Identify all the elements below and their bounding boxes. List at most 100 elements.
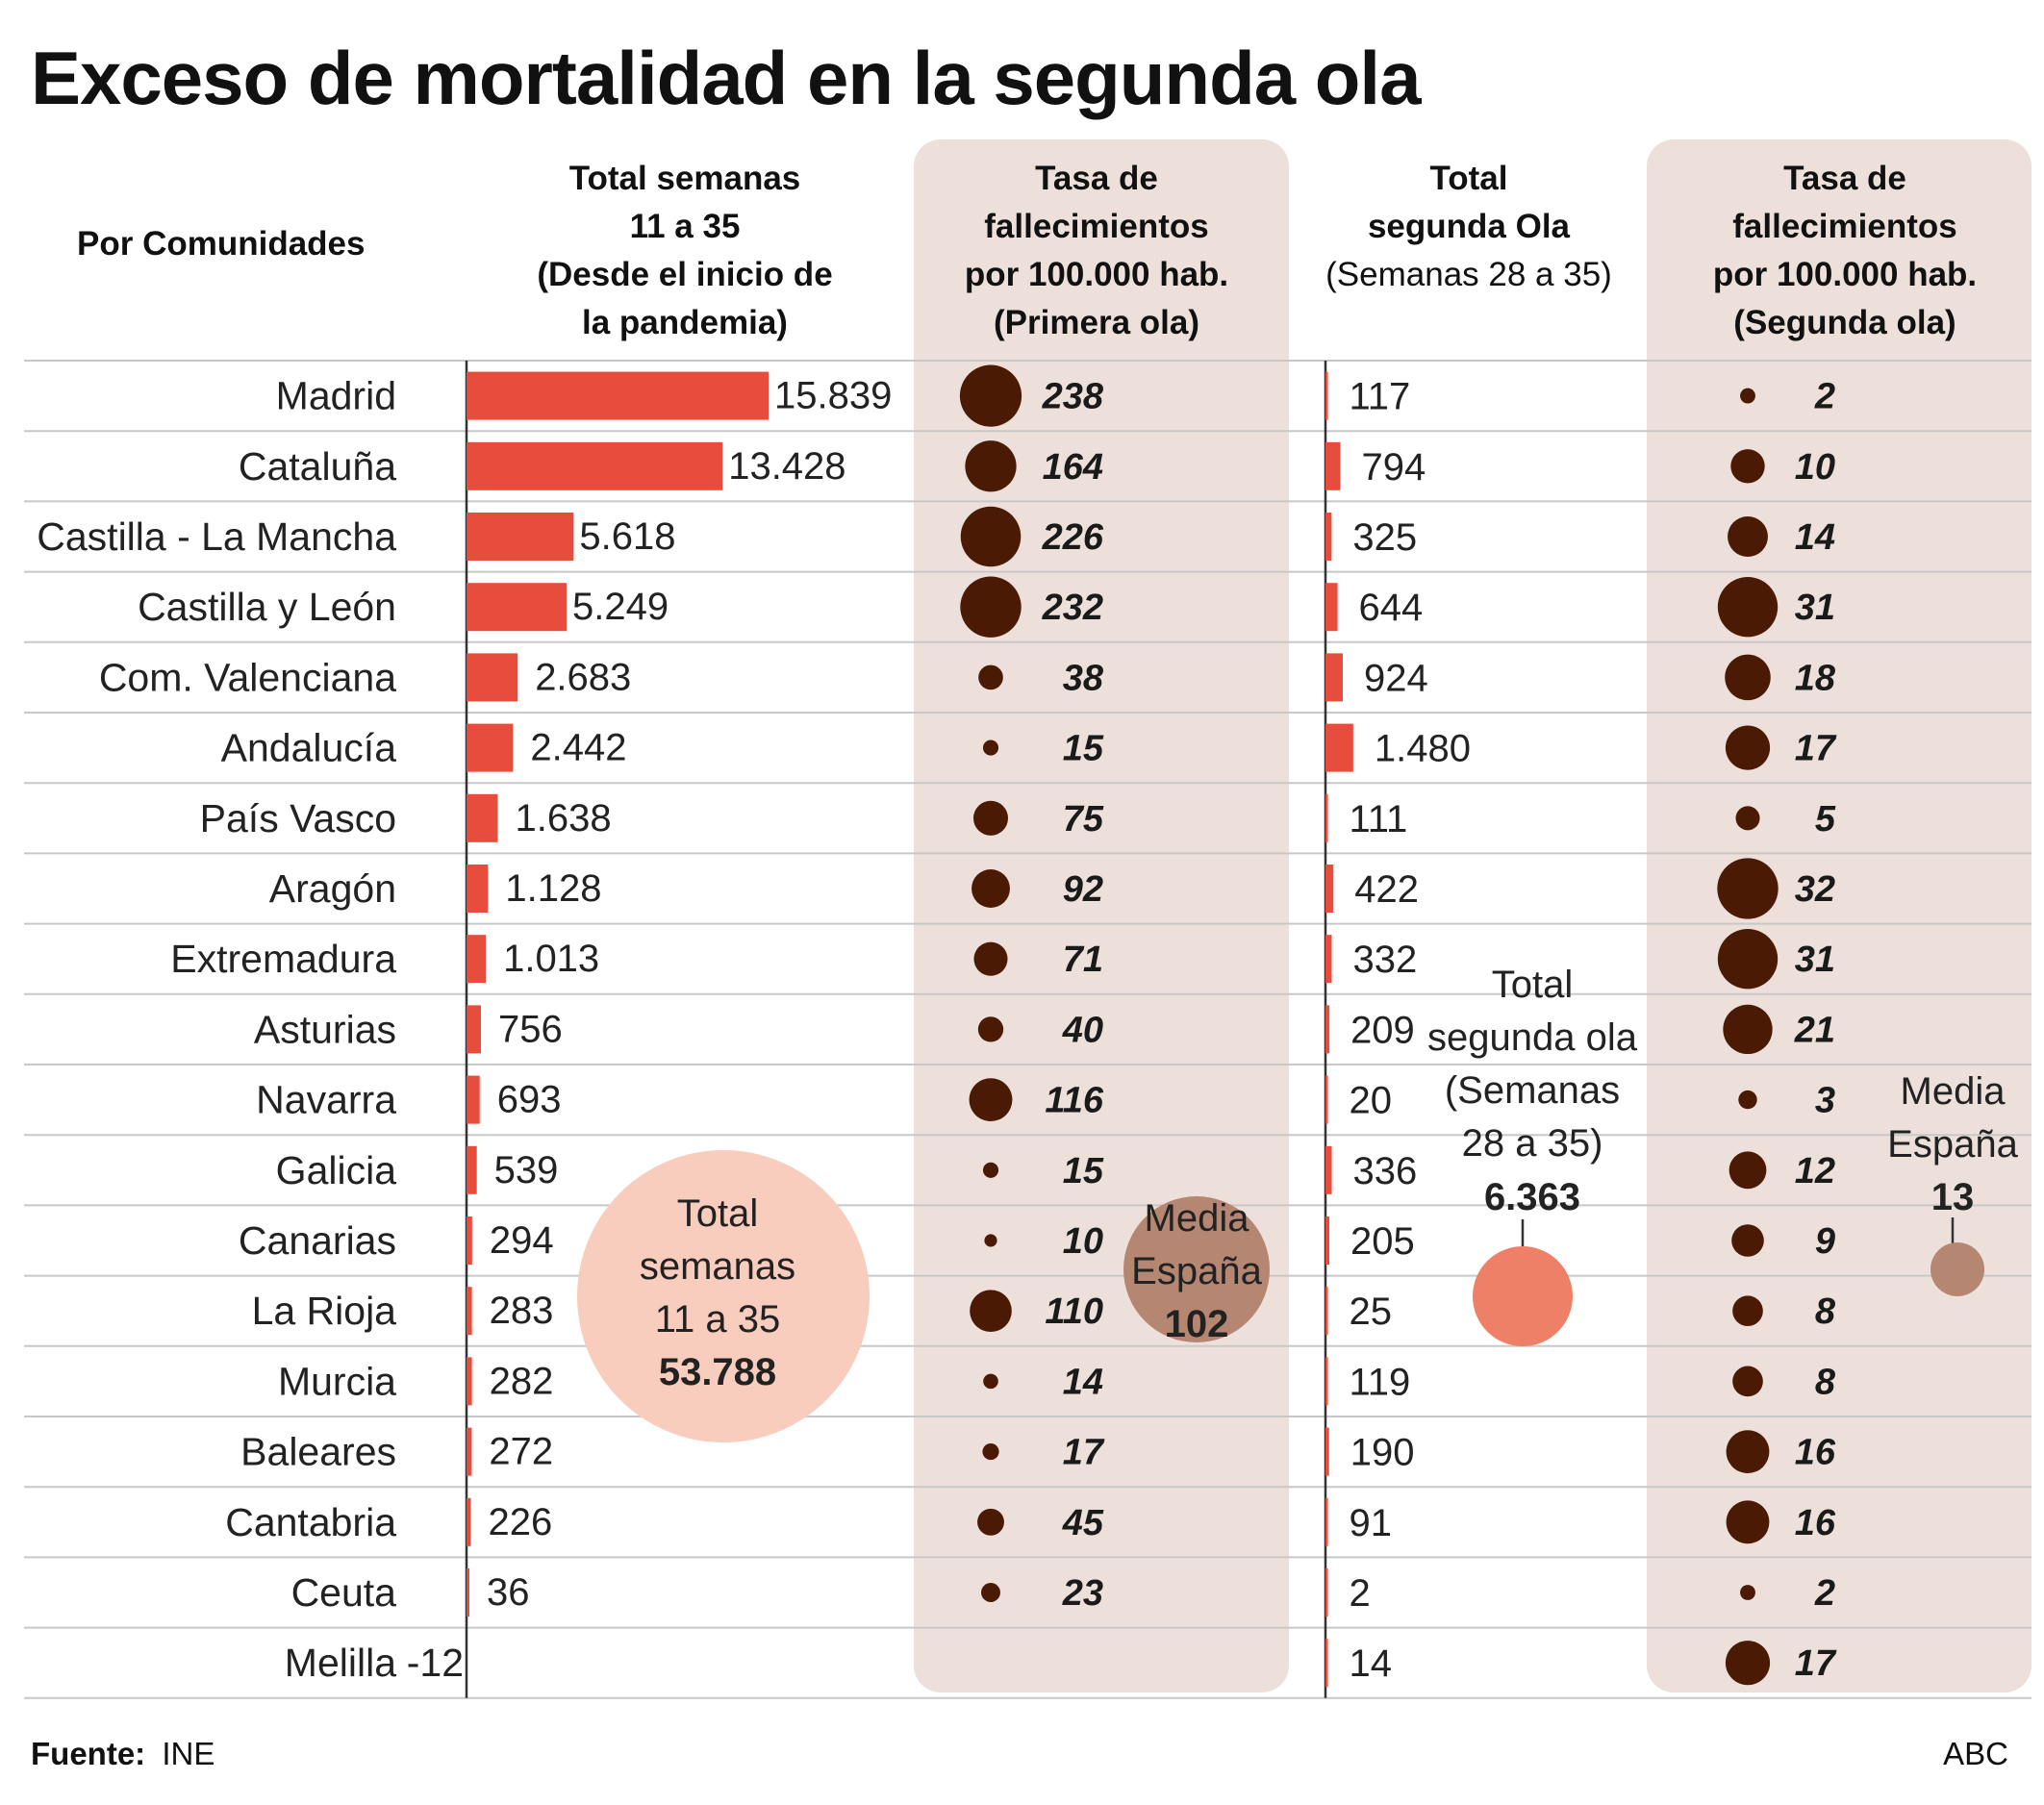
total-second-value: 2 xyxy=(1350,1572,1371,1615)
rate-second-dot xyxy=(1730,449,1765,484)
table-row: Cantabria 226 45 91 16 xyxy=(225,1497,1836,1546)
total-first-bar xyxy=(467,371,769,420)
header-line: (Desde el inicio de xyxy=(537,256,832,293)
total-second-value: 20 xyxy=(1350,1080,1393,1122)
total-second-value: 336 xyxy=(1353,1150,1418,1192)
total-first-bar xyxy=(467,583,568,632)
total-first-bar xyxy=(467,1075,480,1124)
rate-first-value: 10 xyxy=(1063,1221,1103,1262)
header-line: Total xyxy=(1429,160,1507,197)
header-line: Total semanas xyxy=(569,160,801,197)
total-first-bar xyxy=(467,1005,481,1054)
rate-second-dot xyxy=(1725,725,1771,770)
rate-second-value: 18 xyxy=(1795,658,1836,698)
region-label: Galicia xyxy=(276,1148,397,1192)
region-label: La Rioja xyxy=(252,1289,397,1333)
rate-first-value: 15 xyxy=(1063,729,1104,769)
table-row: Galicia 539 15 336 12 xyxy=(276,1145,1835,1194)
rate-first-value: 164 xyxy=(1043,447,1103,488)
media-first-caption: Media xyxy=(1145,1197,1250,1240)
rate-second-value: 8 xyxy=(1815,1362,1836,1402)
total-first-value: 294 xyxy=(490,1219,554,1262)
rate-first-dot xyxy=(977,1016,1004,1042)
rate-second-value: 10 xyxy=(1795,447,1835,488)
rate-first-dot xyxy=(969,1078,1013,1122)
total-second-bar xyxy=(1325,1075,1328,1124)
total-first-value: 2.683 xyxy=(535,656,631,698)
total-second-caption: Total xyxy=(1492,964,1574,1006)
rate-first-dot xyxy=(982,1162,999,1178)
rate-first-dot xyxy=(977,1508,1004,1536)
total-first-header: Total semanas 11 a 35 (Desde el inicio de l… xyxy=(537,160,832,341)
page-title: Exceso de mortalidad en la segunda ola xyxy=(31,36,1422,120)
table-row: Extremadura 1.013 71 332 31 xyxy=(170,929,1835,990)
rate-second-value: 12 xyxy=(1795,1151,1835,1191)
total-first-value: 15.839 xyxy=(774,375,892,417)
table-row: Com. Valenciana 2.683 38 924 18 xyxy=(99,653,1836,702)
total-first-summary-value: 53.788 xyxy=(659,1351,776,1393)
table-row: Madrid 15.839 238 117 2 xyxy=(276,364,1835,427)
rate-first-dot xyxy=(960,576,1022,638)
total-first-value: -12 xyxy=(407,1641,464,1685)
rate-second-dot xyxy=(1726,1500,1770,1544)
region-label: Madrid xyxy=(276,374,396,418)
rate-second-dot xyxy=(1717,577,1779,638)
total-second-value: 644 xyxy=(1359,587,1424,629)
rate-first-dot xyxy=(970,1290,1012,1333)
total-first-value: 5.618 xyxy=(579,515,675,558)
total-first-bar xyxy=(467,1357,472,1406)
header-line: fallecimientos xyxy=(984,208,1208,245)
total-first-circle xyxy=(577,1150,870,1442)
rate-second-dot xyxy=(1729,1151,1767,1190)
rate-second-value: 5 xyxy=(1815,799,1836,840)
total-second-caption: segunda ola xyxy=(1427,1016,1638,1059)
total-second-caption: (Semanas xyxy=(1445,1069,1620,1112)
rate-second-dot xyxy=(1717,929,1779,990)
rate-first-value: 226 xyxy=(1042,517,1104,558)
rate-first-value: 92 xyxy=(1063,869,1103,910)
rate-first-value: 15 xyxy=(1063,1151,1104,1191)
rate-second-value: 2 xyxy=(1814,1573,1835,1614)
total-first-value: 36 xyxy=(487,1571,530,1614)
total-second-bar xyxy=(1325,371,1328,420)
total-second-summary-value: 6.363 xyxy=(1484,1176,1580,1218)
rate-first-dot xyxy=(973,941,1008,976)
table-row: Melilla -12 14 17 xyxy=(285,1639,1837,1688)
summary-circles: Total semanas 11 a 35 53.788 Media España 102 T… xyxy=(577,964,2019,1442)
region-label: Murcia xyxy=(278,1359,396,1403)
header-line: la pandemia) xyxy=(582,304,788,341)
table-row: Canarias 294 10 205 9 xyxy=(239,1216,1835,1265)
total-first-value: 539 xyxy=(494,1149,559,1191)
rate-second-dot xyxy=(1717,858,1779,919)
table-row: Ceuta 36 23 2 2 xyxy=(291,1568,1835,1617)
rate-second-value: 21 xyxy=(1794,1010,1835,1050)
region-label: Cataluña xyxy=(239,444,396,489)
total-first-bar xyxy=(467,1497,471,1546)
total-second-bar xyxy=(1325,513,1332,561)
total-second-value: 14 xyxy=(1350,1642,1393,1685)
table-row: Navarra 693 116 20 3 xyxy=(256,1075,1835,1124)
brand-label: ABC xyxy=(1943,1736,2008,1771)
rate-first-dot xyxy=(984,1234,997,1247)
rate-first-dot xyxy=(983,1373,998,1390)
total-second-bar xyxy=(1325,1639,1328,1688)
rate-first-dot xyxy=(965,440,1017,492)
total-second-circle xyxy=(1473,1246,1573,1346)
rate-second-header: Tasa de fallecimientos por 100.000 hab. (Se… xyxy=(1713,160,1977,341)
total-first-value: 283 xyxy=(490,1290,554,1332)
total-first-value: 272 xyxy=(489,1431,553,1473)
total-first-bar xyxy=(467,793,498,842)
rate-second-value: 9 xyxy=(1815,1221,1835,1262)
media-second-summary-value: 13 xyxy=(1931,1176,1975,1218)
total-second-bar xyxy=(1325,1427,1329,1476)
region-label: Castilla - La Mancha xyxy=(37,514,396,559)
header-line: Tasa de xyxy=(1783,160,1906,197)
total-second-value: 332 xyxy=(1352,939,1417,981)
rate-first-value: 232 xyxy=(1042,588,1103,628)
rate-first-value: 71 xyxy=(1063,940,1103,980)
media-second-circle xyxy=(1930,1242,1984,1296)
rate-second-dot xyxy=(1740,1585,1755,1600)
total-second-value: 111 xyxy=(1350,798,1408,840)
